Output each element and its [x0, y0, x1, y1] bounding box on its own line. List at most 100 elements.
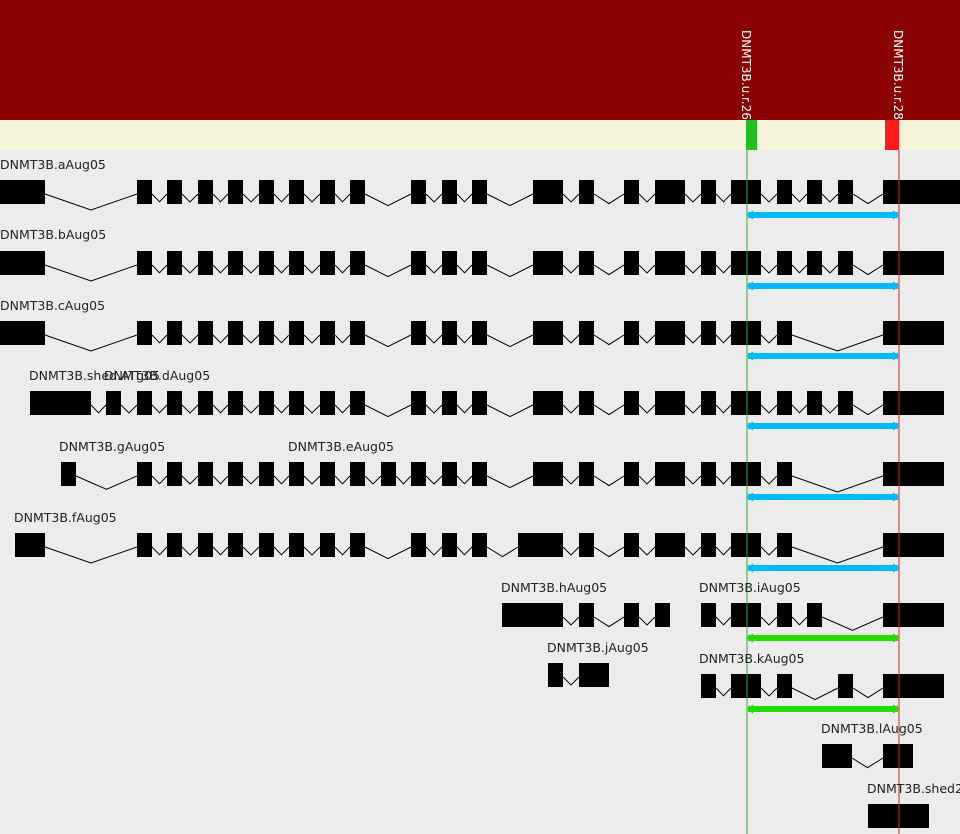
intron-line [242, 475, 260, 485]
header-band [0, 0, 960, 120]
intron-line [486, 334, 534, 348]
exon-block [228, 321, 243, 345]
intron-line [684, 475, 702, 485]
intron-line [715, 616, 732, 626]
transcript-label-l[interactable]: DNMT3B.lAug05 [821, 721, 923, 736]
transcript-label-f[interactable]: DNMT3B.fAug05 [14, 510, 117, 525]
exon-block [579, 391, 594, 415]
probe-label-1[interactable]: DNMT3B.u.r.26 [739, 30, 753, 120]
intron-line [151, 264, 168, 274]
intron-line [562, 404, 580, 414]
exon-block [807, 251, 822, 275]
intron-line [212, 193, 229, 203]
exon-block [731, 533, 761, 557]
transcript-label-j[interactable]: DNMT3B.jAug05 [547, 640, 649, 655]
intron-line [334, 546, 351, 556]
transcript-label-b[interactable]: DNMT3B.bAug05 [0, 227, 106, 242]
intron-line [684, 264, 702, 274]
transcript-label-d[interactable]: DNMT3B.dAug05 [104, 368, 210, 383]
exon-block [320, 321, 335, 345]
intron-line [303, 404, 321, 414]
exon-block [289, 391, 304, 415]
intron-line [638, 334, 656, 344]
exon-block [624, 603, 639, 627]
exon-block [442, 321, 457, 345]
exon-block [701, 603, 716, 627]
transcript-label-shed[interactable]: DNMT3B.shed.ATg05 [29, 368, 160, 383]
intron-line [715, 687, 732, 697]
exon-block [0, 321, 45, 345]
transcript-label-c[interactable]: DNMT3B.cAug05 [0, 298, 105, 313]
intron-line [242, 193, 260, 203]
intron-line [715, 546, 732, 556]
probe-span-bar [748, 423, 898, 429]
exon-block [137, 533, 152, 557]
transcript-label-e[interactable]: DNMT3B.eAug05 [288, 439, 394, 454]
intron-line [364, 334, 412, 348]
transcript-label-shed2[interactable]: DNMT3B.shed2 [867, 781, 960, 796]
exon-block [167, 251, 182, 275]
exon-block [807, 391, 822, 415]
intron-line [273, 475, 290, 485]
intron-line [852, 404, 884, 416]
transcript-label-h[interactable]: DNMT3B.hAug05 [501, 580, 607, 595]
intron-line [44, 546, 138, 564]
probe-span-bar [748, 565, 898, 571]
exon-block [731, 603, 761, 627]
intron-line [212, 475, 229, 485]
probe-label-2[interactable]: DNMT3B.u.r.28 [891, 30, 905, 120]
probe-marker-1[interactable] [746, 120, 757, 150]
intron-line [181, 193, 199, 203]
intron-line [791, 616, 808, 626]
intron-line [364, 546, 412, 560]
exon-block [167, 321, 182, 345]
intron-line [303, 334, 321, 344]
intron-line [212, 404, 229, 414]
span-arrow-right [892, 704, 899, 714]
exon-block [701, 180, 716, 204]
exon-block [624, 533, 639, 557]
exon-block [883, 533, 944, 557]
exon-block [579, 603, 594, 627]
intron-line [486, 264, 534, 278]
intron-line [242, 546, 260, 556]
span-arrow-left [747, 351, 754, 361]
exon-block [883, 180, 960, 204]
exon-block [289, 180, 304, 204]
exon-block [518, 533, 563, 557]
exon-block [228, 251, 243, 275]
exon-block [442, 180, 457, 204]
exon-block [320, 462, 335, 486]
exon-block [701, 391, 716, 415]
transcript-label-i[interactable]: DNMT3B.iAug05 [699, 580, 801, 595]
exon-block [350, 391, 365, 415]
exon-block [472, 321, 487, 345]
intron-line [821, 264, 839, 274]
intron-line [212, 264, 229, 274]
intron-line [791, 687, 839, 701]
exon-block [807, 180, 822, 204]
transcript-label-g[interactable]: DNMT3B.gAug05 [59, 439, 165, 454]
intron-line [181, 546, 199, 556]
intron-line [456, 193, 473, 203]
exon-block [350, 533, 365, 557]
probe-marker-2[interactable] [885, 120, 899, 150]
span-arrow-left [747, 210, 754, 220]
exon-block [655, 603, 670, 627]
exon-block [579, 251, 594, 275]
exon-block [350, 180, 365, 204]
intron-line [562, 546, 580, 556]
intron-line [562, 334, 580, 344]
exon-block [320, 251, 335, 275]
intron-line [303, 193, 321, 203]
transcript-label-a[interactable]: DNMT3B.aAug05 [0, 157, 106, 172]
exon-block [655, 391, 685, 415]
span-arrow-right [892, 351, 899, 361]
span-arrow-left [747, 563, 754, 573]
intron-line [334, 334, 351, 344]
transcript-label-k[interactable]: DNMT3B.kAug05 [699, 651, 804, 666]
exon-block [320, 180, 335, 204]
intron-line [760, 334, 778, 344]
intron-line [715, 334, 732, 344]
